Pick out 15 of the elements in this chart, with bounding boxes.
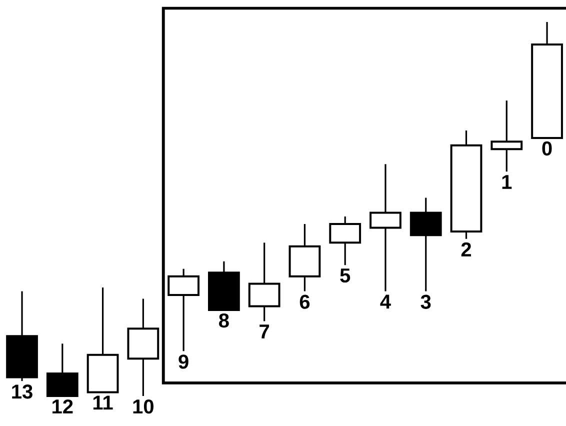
x-tick-label: 6 — [300, 294, 310, 309]
x-tick-label: 5 — [340, 268, 350, 283]
x-tick-label: 1 — [502, 175, 512, 189]
x-tick-label: 3 — [420, 294, 431, 309]
x-tick-label: 2 — [461, 242, 472, 256]
x-tick-label: 10 — [133, 399, 154, 414]
x-tick-label: 7 — [260, 324, 270, 338]
x-tick-label: 0 — [542, 141, 552, 156]
x-tick-label: 12 — [52, 399, 73, 414]
x-tick-label: 9 — [178, 354, 188, 369]
x-tick-label: 11 — [93, 396, 113, 410]
candlestick — [490, 100, 523, 172]
x-tick-label: 8 — [219, 313, 229, 328]
x-tick-label: 4 — [380, 294, 391, 309]
x-tick-label: 13 — [12, 384, 32, 399]
